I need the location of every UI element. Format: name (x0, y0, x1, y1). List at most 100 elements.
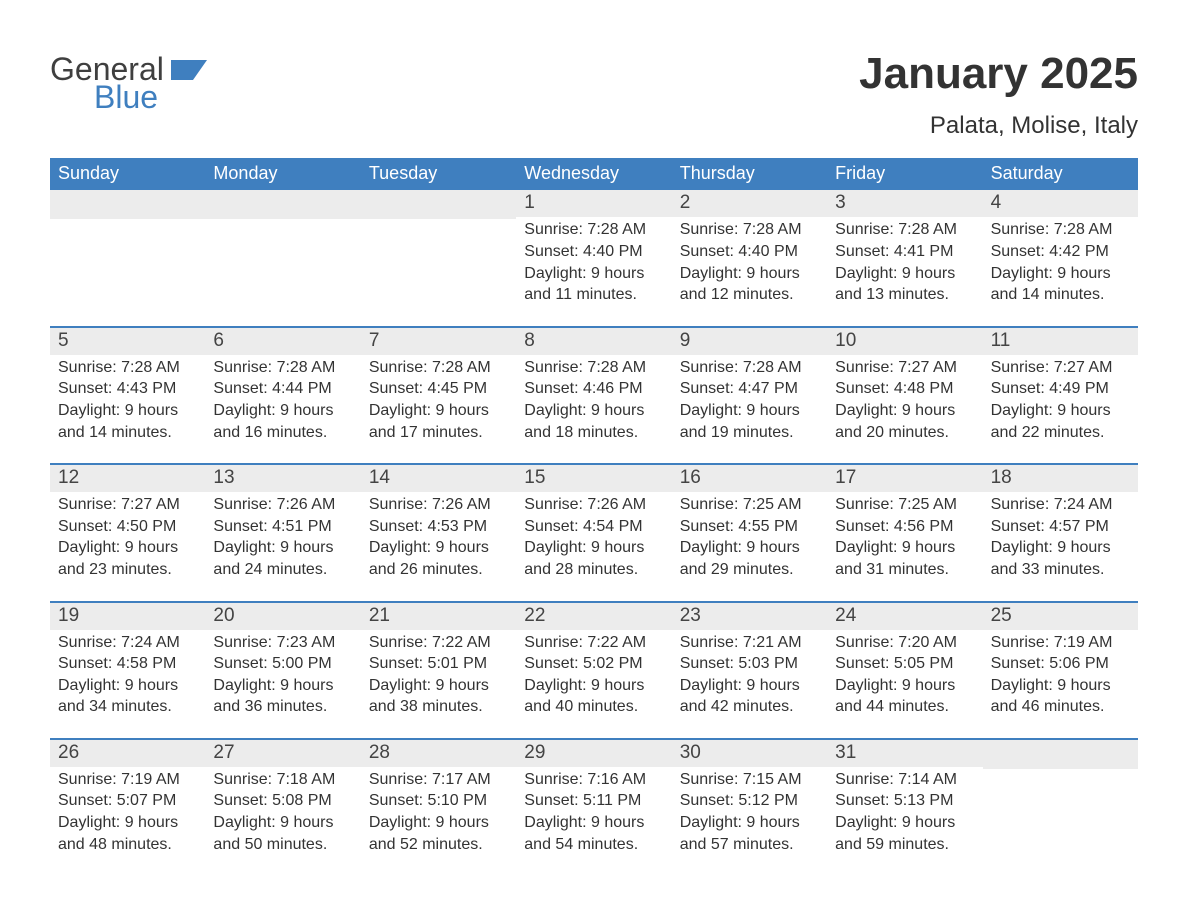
daylight-line: Daylight: 9 hours and 34 minutes. (58, 675, 197, 718)
sunrise-line: Sunrise: 7:27 AM (835, 357, 974, 379)
daylight-line: Daylight: 9 hours and 54 minutes. (524, 812, 663, 855)
sunset-line: Sunset: 4:49 PM (991, 378, 1130, 400)
day-details: Sunrise: 7:19 AMSunset: 5:06 PMDaylight:… (983, 630, 1138, 718)
sunrise-line: Sunrise: 7:16 AM (524, 769, 663, 791)
sunrise-line: Sunrise: 7:19 AM (991, 632, 1130, 654)
weekday-header: Friday (827, 158, 982, 190)
sunrise-line: Sunrise: 7:28 AM (835, 219, 974, 241)
calendar-week: 12Sunrise: 7:27 AMSunset: 4:50 PMDayligh… (50, 463, 1138, 600)
sunset-line: Sunset: 4:56 PM (835, 516, 974, 538)
sunset-line: Sunset: 4:51 PM (213, 516, 352, 538)
calendar-cell: 19Sunrise: 7:24 AMSunset: 4:58 PMDayligh… (50, 603, 205, 738)
daylight-line: Daylight: 9 hours and 20 minutes. (835, 400, 974, 443)
sunrise-line: Sunrise: 7:28 AM (991, 219, 1130, 241)
daylight-line: Daylight: 9 hours and 26 minutes. (369, 537, 508, 580)
header-row: General Blue January 2025 Palata, Molise… (50, 50, 1138, 140)
calendar-cell: 29Sunrise: 7:16 AMSunset: 5:11 PMDayligh… (516, 740, 671, 875)
daylight-line: Daylight: 9 hours and 59 minutes. (835, 812, 974, 855)
daylight-line: Daylight: 9 hours and 16 minutes. (213, 400, 352, 443)
calendar-week: 5Sunrise: 7:28 AMSunset: 4:43 PMDaylight… (50, 326, 1138, 463)
sunset-line: Sunset: 4:57 PM (991, 516, 1130, 538)
day-number: 22 (516, 603, 671, 630)
daylight-line: Daylight: 9 hours and 19 minutes. (680, 400, 819, 443)
sunset-line: Sunset: 4:47 PM (680, 378, 819, 400)
sunrise-line: Sunrise: 7:28 AM (680, 219, 819, 241)
day-number: 30 (672, 740, 827, 767)
calendar-cell: 30Sunrise: 7:15 AMSunset: 5:12 PMDayligh… (672, 740, 827, 875)
sunset-line: Sunset: 4:43 PM (58, 378, 197, 400)
day-details: Sunrise: 7:28 AMSunset: 4:46 PMDaylight:… (516, 355, 671, 443)
calendar-cell: 13Sunrise: 7:26 AMSunset: 4:51 PMDayligh… (205, 465, 360, 600)
day-number: 2 (672, 190, 827, 217)
sunset-line: Sunset: 4:41 PM (835, 241, 974, 263)
weekday-header: Tuesday (361, 158, 516, 190)
day-details: Sunrise: 7:26 AMSunset: 4:53 PMDaylight:… (361, 492, 516, 580)
day-number (983, 740, 1138, 769)
calendar-cell: 22Sunrise: 7:22 AMSunset: 5:02 PMDayligh… (516, 603, 671, 738)
day-number: 23 (672, 603, 827, 630)
day-details: Sunrise: 7:23 AMSunset: 5:00 PMDaylight:… (205, 630, 360, 718)
weekday-header-row: SundayMondayTuesdayWednesdayThursdayFrid… (50, 158, 1138, 190)
sunrise-line: Sunrise: 7:24 AM (58, 632, 197, 654)
calendar-cell: 9Sunrise: 7:28 AMSunset: 4:47 PMDaylight… (672, 328, 827, 463)
sunrise-line: Sunrise: 7:26 AM (213, 494, 352, 516)
calendar-cell: 16Sunrise: 7:25 AMSunset: 4:55 PMDayligh… (672, 465, 827, 600)
day-number (50, 190, 205, 219)
weekday-header: Saturday (983, 158, 1138, 190)
daylight-line: Daylight: 9 hours and 48 minutes. (58, 812, 197, 855)
day-number: 19 (50, 603, 205, 630)
day-details: Sunrise: 7:27 AMSunset: 4:50 PMDaylight:… (50, 492, 205, 580)
day-number: 20 (205, 603, 360, 630)
sunrise-line: Sunrise: 7:23 AM (213, 632, 352, 654)
sunset-line: Sunset: 4:50 PM (58, 516, 197, 538)
day-details: Sunrise: 7:28 AMSunset: 4:44 PMDaylight:… (205, 355, 360, 443)
logo: General Blue (50, 50, 207, 113)
day-details: Sunrise: 7:22 AMSunset: 5:01 PMDaylight:… (361, 630, 516, 718)
day-number: 31 (827, 740, 982, 767)
weekday-header: Wednesday (516, 158, 671, 190)
day-number: 4 (983, 190, 1138, 217)
sunrise-line: Sunrise: 7:21 AM (680, 632, 819, 654)
sunrise-line: Sunrise: 7:28 AM (524, 219, 663, 241)
day-details: Sunrise: 7:26 AMSunset: 4:51 PMDaylight:… (205, 492, 360, 580)
day-details: Sunrise: 7:19 AMSunset: 5:07 PMDaylight:… (50, 767, 205, 855)
calendar: SundayMondayTuesdayWednesdayThursdayFrid… (50, 158, 1138, 875)
day-number: 17 (827, 465, 982, 492)
sunset-line: Sunset: 4:48 PM (835, 378, 974, 400)
calendar-cell (205, 190, 360, 325)
calendar-cell: 6Sunrise: 7:28 AMSunset: 4:44 PMDaylight… (205, 328, 360, 463)
day-details: Sunrise: 7:20 AMSunset: 5:05 PMDaylight:… (827, 630, 982, 718)
calendar-cell: 24Sunrise: 7:20 AMSunset: 5:05 PMDayligh… (827, 603, 982, 738)
sunrise-line: Sunrise: 7:27 AM (991, 357, 1130, 379)
calendar-cell: 31Sunrise: 7:14 AMSunset: 5:13 PMDayligh… (827, 740, 982, 875)
day-details: Sunrise: 7:24 AMSunset: 4:57 PMDaylight:… (983, 492, 1138, 580)
daylight-line: Daylight: 9 hours and 42 minutes. (680, 675, 819, 718)
day-number: 12 (50, 465, 205, 492)
sunrise-line: Sunrise: 7:19 AM (58, 769, 197, 791)
sunset-line: Sunset: 4:46 PM (524, 378, 663, 400)
daylight-line: Daylight: 9 hours and 11 minutes. (524, 263, 663, 306)
day-number: 13 (205, 465, 360, 492)
day-details: Sunrise: 7:25 AMSunset: 4:56 PMDaylight:… (827, 492, 982, 580)
daylight-line: Daylight: 9 hours and 40 minutes. (524, 675, 663, 718)
calendar-cell (983, 740, 1138, 875)
calendar-cell: 23Sunrise: 7:21 AMSunset: 5:03 PMDayligh… (672, 603, 827, 738)
day-number: 3 (827, 190, 982, 217)
page: General Blue January 2025 Palata, Molise… (0, 0, 1188, 905)
daylight-line: Daylight: 9 hours and 57 minutes. (680, 812, 819, 855)
day-number: 26 (50, 740, 205, 767)
day-number: 7 (361, 328, 516, 355)
day-details: Sunrise: 7:14 AMSunset: 5:13 PMDaylight:… (827, 767, 982, 855)
calendar-cell: 20Sunrise: 7:23 AMSunset: 5:00 PMDayligh… (205, 603, 360, 738)
day-details: Sunrise: 7:28 AMSunset: 4:42 PMDaylight:… (983, 217, 1138, 305)
sunset-line: Sunset: 4:54 PM (524, 516, 663, 538)
sunrise-line: Sunrise: 7:26 AM (524, 494, 663, 516)
calendar-cell: 28Sunrise: 7:17 AMSunset: 5:10 PMDayligh… (361, 740, 516, 875)
daylight-line: Daylight: 9 hours and 44 minutes. (835, 675, 974, 718)
title-block: January 2025 Palata, Molise, Italy (859, 50, 1138, 140)
sunrise-line: Sunrise: 7:28 AM (213, 357, 352, 379)
weekday-header: Sunday (50, 158, 205, 190)
calendar-cell: 2Sunrise: 7:28 AMSunset: 4:40 PMDaylight… (672, 190, 827, 325)
day-details: Sunrise: 7:18 AMSunset: 5:08 PMDaylight:… (205, 767, 360, 855)
daylight-line: Daylight: 9 hours and 29 minutes. (680, 537, 819, 580)
